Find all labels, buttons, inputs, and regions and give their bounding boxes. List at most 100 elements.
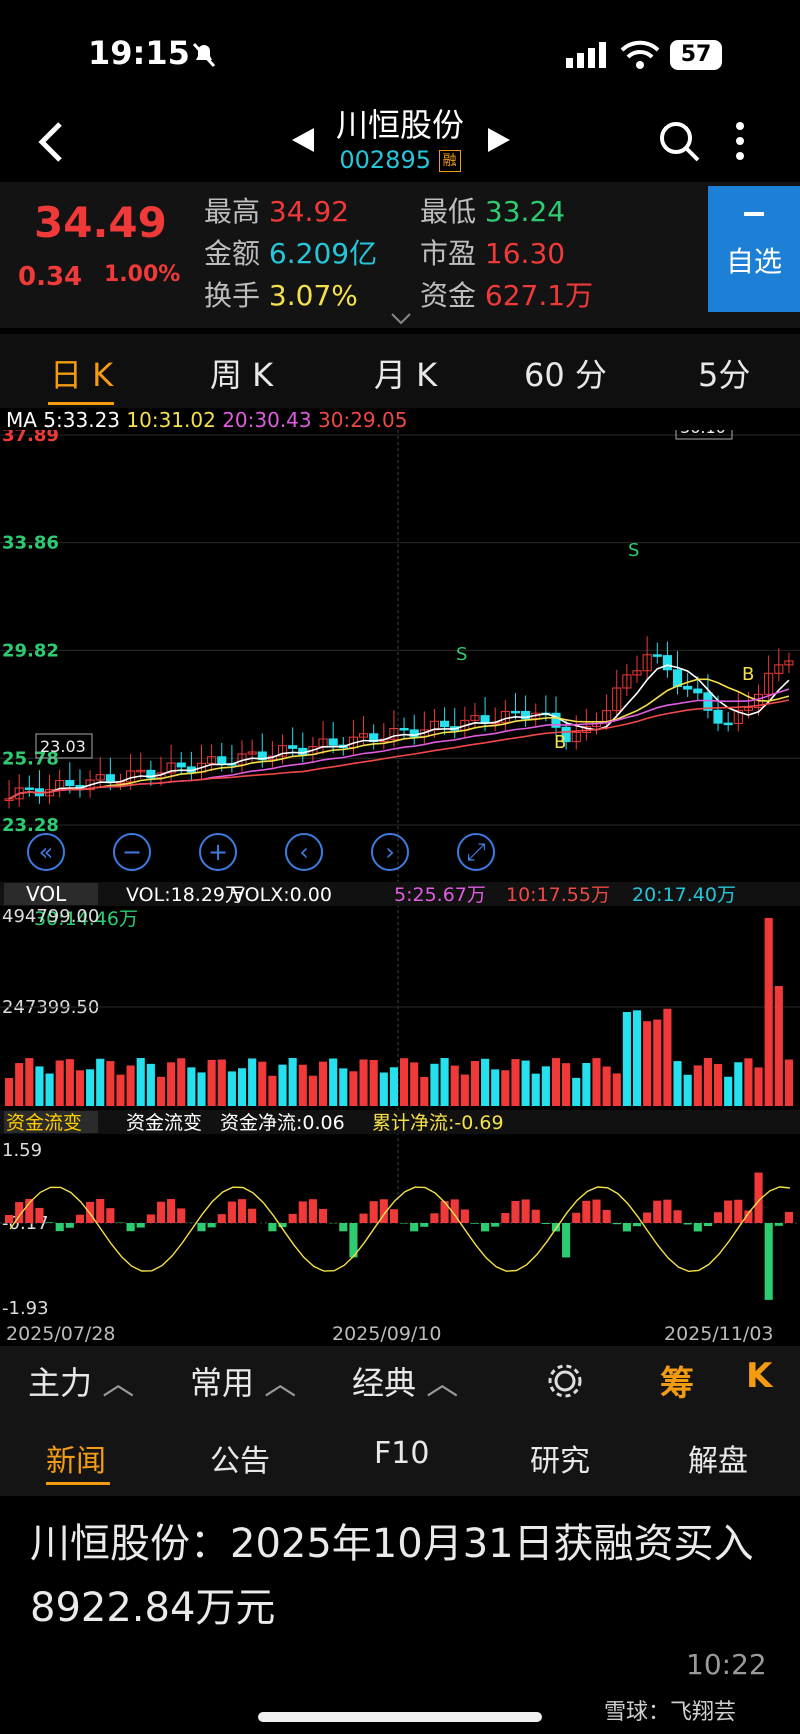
kline-y-tick: 29.82 (2, 640, 59, 661)
volume-bar (531, 1073, 540, 1106)
scroll-right-icon[interactable] (371, 833, 409, 871)
fund-legend-cum: 累计净流:-0.69 (372, 1112, 504, 1134)
watermark: 雪球：飞翔芸 (604, 1700, 737, 1725)
fund-flow-bar (15, 1202, 24, 1223)
ma10-line (8, 678, 790, 800)
ma5-line (8, 664, 790, 800)
fund-tag-bg (4, 1111, 98, 1133)
volume-bar (450, 1065, 459, 1106)
zoom-out-icon[interactable] (113, 833, 151, 871)
tab-analysis[interactable]: 解盘 (688, 1444, 748, 1479)
volume-bar (45, 1073, 54, 1106)
price-change: 0.34 (18, 262, 83, 292)
watchlist-button[interactable]: 自选 (708, 186, 800, 312)
vol-legend-item: VOL:18.29万 (126, 884, 244, 906)
fund-flow-bar (156, 1201, 166, 1223)
volume-bar (643, 1021, 652, 1106)
zoom-in-icon-glyph: + (208, 838, 228, 866)
quote-amount: 金额 6.209亿 (204, 237, 378, 270)
candle-body (440, 720, 450, 728)
vol-legend-item: 20:17.40万 (632, 884, 736, 906)
candle-body (551, 712, 561, 728)
fund-flow-bar (339, 1223, 348, 1232)
fund-flow-bar (389, 1209, 398, 1223)
toolbar-main[interactable]: 主力 ︿ (28, 1364, 135, 1402)
news-headline[interactable]: 川恒股份：2025年10月31日获融资买入8922.84万元 (30, 1521, 754, 1631)
fund-flow-bar (541, 1223, 550, 1224)
tab-60min[interactable]: 60 分 (524, 356, 607, 394)
volume-bar (562, 1063, 571, 1106)
tab-research[interactable]: 研究 (530, 1444, 590, 1479)
fund-flow-bar (288, 1213, 297, 1223)
fund-flow-bar (35, 1207, 44, 1223)
cumulative-flow-line (9, 1186, 790, 1273)
fund-flow-bar (491, 1223, 500, 1227)
fund-flow-bar (268, 1223, 277, 1232)
volume-bar (541, 1066, 550, 1106)
tab-news[interactable]: 新闻 (46, 1444, 106, 1479)
volume-bar (632, 1010, 642, 1106)
chip-button[interactable]: 筹 (660, 1364, 694, 1404)
quote-low: 最低 33.24 (420, 195, 566, 228)
kline-chart-area[interactable]: 37.89 33.86 29.82 25.78 23.28 36.10 23.03 S S B B «… (0, 430, 800, 1346)
vol-tag-label: VOL (26, 882, 67, 906)
volume-bar (683, 1074, 692, 1106)
fund-flow-bar (481, 1223, 490, 1232)
candle-body (176, 762, 186, 768)
candle-body (85, 779, 95, 791)
toolbar-common[interactable]: 常用 ︿ (190, 1364, 297, 1402)
tab-announcement[interactable]: 公告 (210, 1444, 270, 1479)
fund-flow-bar (612, 1223, 621, 1225)
expand-chevron-icon[interactable] (390, 312, 412, 326)
volume-bar (227, 1071, 236, 1106)
volume-bar (258, 1061, 267, 1106)
zoom-in-icon[interactable] (199, 833, 237, 871)
volume-bar (116, 1074, 125, 1106)
volume-bar (653, 1019, 662, 1106)
double-chevron-left-icon[interactable] (27, 833, 65, 871)
tab-weekly-k[interactable]: 周 K (210, 356, 274, 394)
vol-legend-item: VOLX:0.00 (232, 884, 332, 906)
tab-5min[interactable]: 5分 (698, 356, 751, 394)
x-axis-date: 2025/11/03 (664, 1323, 774, 1345)
volume-bar (582, 1062, 591, 1106)
fund-flow-bar (278, 1223, 287, 1228)
back-arrow-icon[interactable] (36, 120, 66, 164)
news-tab-indicator (46, 1482, 110, 1485)
volume-bar (5, 1077, 14, 1106)
candle-body (328, 738, 338, 746)
fund-flow-bar (744, 1210, 753, 1223)
candle-body (642, 654, 652, 672)
prev-stock-icon[interactable] (290, 126, 314, 154)
fund-flow-bar (754, 1172, 763, 1223)
volume-bar (25, 1058, 34, 1106)
settings-gear-icon[interactable] (546, 1362, 584, 1400)
more-menu-icon[interactable] (730, 120, 750, 164)
search-icon[interactable] (658, 120, 702, 164)
tab-f10[interactable]: F10 (374, 1436, 430, 1471)
fund-flow-bar (572, 1212, 581, 1223)
volume-bar (369, 1059, 378, 1106)
fund-flow-bar (217, 1214, 226, 1223)
fund-flow-bar (643, 1212, 652, 1223)
candle-body (65, 780, 75, 786)
volume-bar (318, 1061, 328, 1106)
tab-daily-k[interactable]: 日 K (50, 356, 114, 394)
k-button[interactable]: K (746, 1356, 773, 1396)
volume-bar (156, 1076, 166, 1106)
next-stock-icon[interactable] (488, 126, 512, 154)
fund-flow-bar (106, 1208, 115, 1223)
tab-monthly-k[interactable]: 月 K (374, 356, 438, 394)
toolbar-classic[interactable]: 经典 ︿ (352, 1364, 459, 1402)
double-chevron-left-icon-glyph: « (39, 838, 54, 866)
volume-bar (75, 1070, 85, 1106)
candle-body (166, 762, 176, 774)
vol-y-tick: 494799.00 (2, 906, 99, 927)
volume-bar (622, 1012, 631, 1106)
scroll-left-icon[interactable] (285, 833, 323, 871)
fullscreen-icon[interactable] (457, 833, 495, 871)
candle-body (713, 709, 723, 724)
fund-flow-bar (308, 1199, 317, 1223)
fund-flow-bar (349, 1223, 358, 1258)
vol-tag-bg (4, 883, 98, 905)
